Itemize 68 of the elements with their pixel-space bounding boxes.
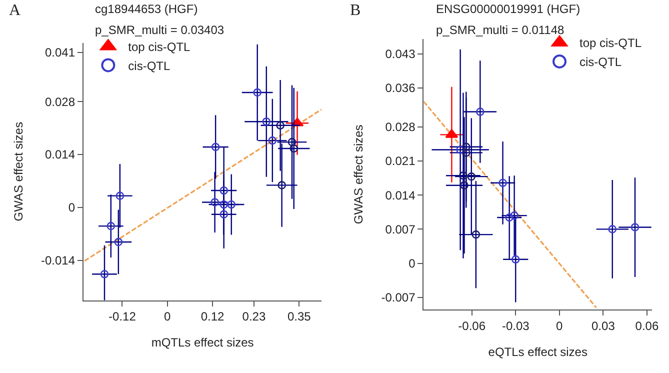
- point: [278, 181, 286, 190]
- point: [227, 200, 236, 209]
- point: [220, 186, 228, 195]
- y-tick-label: 0.041: [44, 46, 76, 60]
- y-tick-label: -0.007: [381, 290, 416, 305]
- y-tick-label: 0.021: [385, 154, 416, 168]
- chart-title: cg18944653 (HGF): [95, 2, 198, 16]
- point: [462, 142, 470, 151]
- y-axis-title: GWAS effect sizes: [352, 124, 366, 224]
- point: [498, 178, 507, 188]
- legend-label: cis-QTL: [580, 55, 622, 70]
- point: [116, 192, 124, 200]
- point: [510, 211, 518, 220]
- y-tick-label: 0.028: [44, 94, 76, 109]
- y-tick-label: -0.014: [40, 254, 76, 268]
- x-tick-label: -0.06: [458, 318, 486, 333]
- y-tick-label: 0.014: [44, 148, 76, 162]
- point: [472, 230, 480, 239]
- point: [106, 222, 116, 230]
- point: [462, 148, 470, 157]
- x-tick-label: 0.12: [200, 310, 225, 324]
- point: [456, 146, 464, 154]
- text: A: [9, 2, 21, 19]
- point: [467, 172, 476, 181]
- chart-subtitle: p_SMR_multi = 0.01148: [436, 23, 565, 37]
- point: [511, 255, 520, 264]
- x-tick-label: 0.03: [592, 318, 616, 333]
- point: [211, 142, 220, 152]
- x-tick-label: 0.23: [242, 310, 266, 324]
- point: [476, 108, 484, 116]
- point: [220, 210, 228, 218]
- point: [268, 136, 277, 145]
- point: [288, 138, 296, 146]
- y-tick-label: 0.043: [385, 46, 416, 61]
- point: [262, 117, 271, 126]
- x-tick-label: 0: [556, 318, 564, 333]
- point: [253, 88, 262, 97]
- text: B: [350, 2, 361, 19]
- point: [505, 213, 514, 222]
- y-axis-title: GWAS effect sizes: [11, 122, 26, 222]
- legend-label: top cis-QTL: [128, 40, 191, 54]
- chart-title: ENSG00000019991 (HGF): [436, 2, 580, 16]
- point: [210, 198, 219, 206]
- point: [114, 238, 123, 246]
- point: [460, 181, 468, 190]
- point: [630, 223, 640, 232]
- y-tick-label: 0.036: [385, 81, 416, 96]
- chart-subtitle: p_SMR_multi = 0.03403: [95, 23, 224, 37]
- y-tick-label: 0.014: [385, 188, 416, 202]
- point: [459, 171, 468, 180]
- x-tick-label: 0.35: [287, 310, 312, 324]
- x-axis-title: mQTLs effect sizes: [151, 336, 254, 350]
- x-axis-title: eQTLs effect sizes: [488, 344, 588, 359]
- y-tick-label: 0: [408, 256, 416, 271]
- point: [220, 200, 228, 209]
- y-tick-label: 0.028: [385, 120, 416, 134]
- x-tick-label: -0.03: [502, 318, 530, 333]
- point: [290, 144, 298, 153]
- y-tick-label: 0.007: [385, 222, 416, 236]
- y-tick-label: 0: [68, 200, 76, 215]
- legend-label: top cis-QTL: [580, 36, 642, 50]
- x-tick-label: 0.06: [635, 318, 659, 333]
- point: [100, 270, 109, 278]
- point: [276, 121, 284, 130]
- x-tick-label: -0.12: [108, 310, 136, 324]
- x-tick-label: 0: [164, 310, 172, 324]
- legend-label: cis-QTL: [128, 58, 171, 73]
- point: [608, 225, 617, 234]
